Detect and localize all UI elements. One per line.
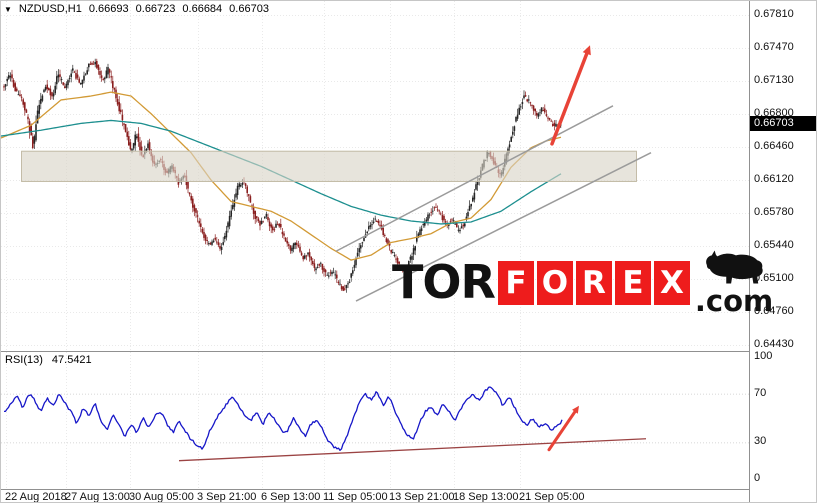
rsi-tick-label: 30 [754,435,767,448]
time-tick-label: 11 Sep 05:00 [323,491,388,503]
rsi-tick-label: 0 [754,472,761,484]
price-panel: ▼ NZDUSD,H1 0.66693 0.66723 0.66684 0.66… [1,1,773,351]
rsi-tick-label: 70 [754,386,767,399]
symbol-marker-icon: ▼ [4,4,12,14]
watermark-letter-block: F [497,261,534,305]
price-tick-label: 0.65780 [754,206,794,218]
time-tick-label: 18 Sep 13:00 [453,491,519,503]
rsi-tick-label: 100 [754,350,773,362]
price-tick-label: 0.66460 [754,140,794,152]
watermark-letter-block: E [614,261,651,305]
current-price-badge: 0.66703 [750,116,816,131]
ohlc-high-value: 0.66723 [135,3,176,15]
ohlc-low-value: 0.66684 [182,3,223,15]
watermark-com-text: .com [694,284,774,318]
time-tick-label: 30 Aug 05:00 [129,491,194,503]
time-axis: 22 Aug 2018 27 Aug 13:00 30 Aug 05:00 3 Sep… [1,489,749,503]
rsi-indicator-label: RSI(13) 47.5421 [5,354,92,366]
price-tick-label: 0.64430 [754,338,794,350]
watermark-logo: TOR F O R E X .com [392,247,773,316]
price-tick-label: 0.65440 [754,239,794,251]
price-tick-label: 0.66120 [754,173,794,185]
price-tick-label: 0.64760 [754,305,794,317]
price-tick-label: 0.65100 [754,272,794,284]
bull-bear-logo-icon [706,250,763,284]
time-tick-label: 21 Sep 05:00 [519,491,585,503]
watermark-tor-text: TOR [392,255,496,309]
price-axis: 0.66703 0.67810 0.67470 0.67130 0.66800 0.66… [749,1,816,502]
rsi-indicator-value: 47.5421 [51,354,92,366]
watermark-right-column: .com [695,247,773,316]
time-tick-label: 13 Sep 21:00 [389,491,455,503]
price-tick-label: 0.67810 [754,8,794,20]
time-tick-label: 27 Aug 13:00 [65,491,130,503]
price-tick-label: 0.67130 [754,74,794,86]
rsi-panel: RSI(13) 47.5421 [1,351,749,489]
rsi-chart-canvas [1,352,749,489]
watermark-letter-block: R [575,261,612,305]
symbol-ohlc-header: ▼ NZDUSD,H1 0.66693 0.66723 0.66684 0.66… [4,3,269,15]
rsi-indicator-name: RSI(13) [5,354,43,366]
time-tick-label: 3 Sep 21:00 [197,491,257,503]
time-tick-label: 6 Sep 13:00 [261,491,321,503]
watermark-letter-block: O [536,261,573,305]
time-tick-label: 22 Aug 2018 [5,491,67,503]
ohlc-close-value: 0.66703 [229,3,269,15]
ohlc-open-value: 0.66693 [88,3,129,15]
price-tick-label: 0.67470 [754,41,794,53]
watermark-letter-block: X [653,261,690,305]
symbol-period-label: NZDUSD,H1 [18,3,82,15]
